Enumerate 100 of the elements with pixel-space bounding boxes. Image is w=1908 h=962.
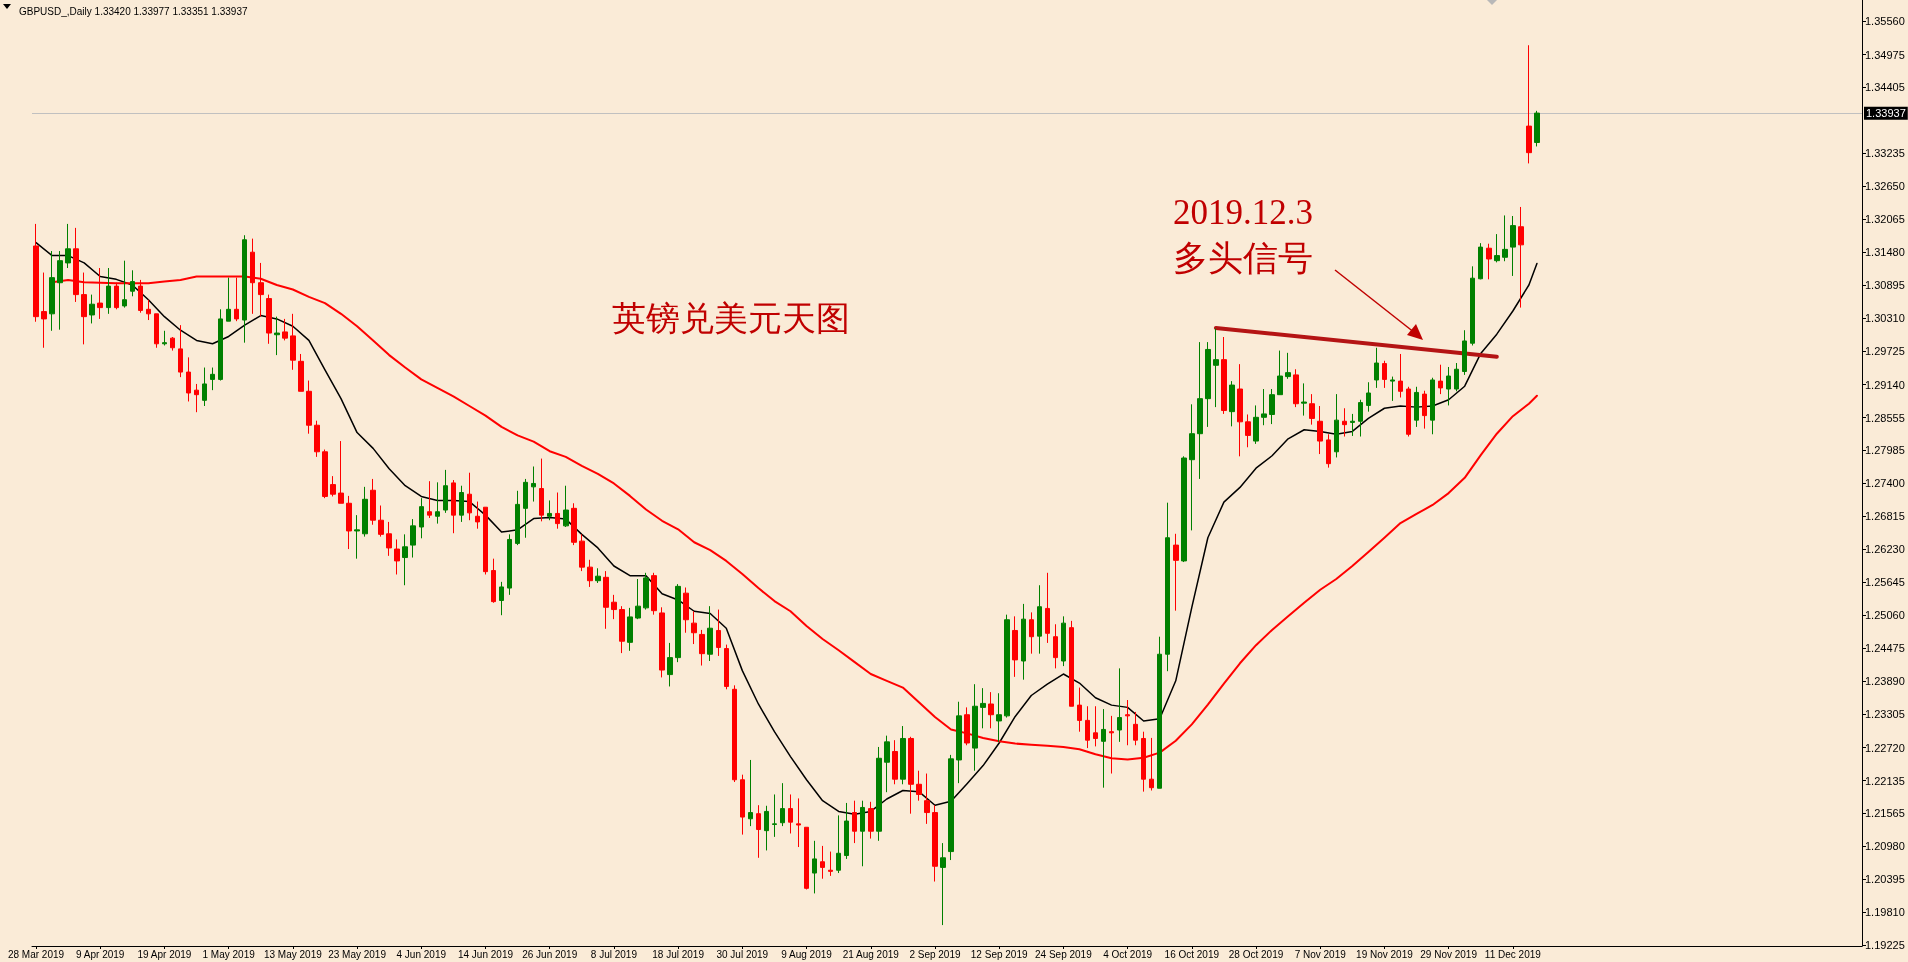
y-tick-label: 1.22135	[1865, 774, 1905, 787]
candlestick	[780, 782, 785, 827]
candlestick	[1125, 699, 1130, 746]
candlestick	[515, 490, 520, 546]
y-tick-label: 1.32650	[1865, 180, 1905, 193]
x-tick-label: 4 Jun 2019	[396, 948, 447, 960]
candlestick	[459, 485, 464, 523]
candlestick	[539, 458, 544, 522]
x-tick-label: 21 Aug 2019	[842, 948, 900, 960]
candlestick	[1366, 381, 1371, 413]
candlestick	[964, 706, 970, 746]
candlestick	[707, 605, 713, 662]
candlestick	[1446, 366, 1451, 406]
y-tick-label: 1.19225	[1865, 939, 1905, 952]
x-tick-label: 12 Sep 2019	[970, 948, 1028, 960]
candlestick	[33, 223, 39, 323]
candlestick	[1414, 386, 1419, 428]
candlestick	[788, 793, 793, 834]
candlestick	[940, 842, 946, 926]
y-tick-label: 1.24475	[1865, 642, 1905, 655]
candlestick	[1245, 413, 1251, 448]
candlestick	[740, 774, 745, 836]
y-tick-label: 1.29140	[1865, 378, 1905, 391]
candlestick	[1382, 360, 1387, 389]
y-tick-label: 1.30310	[1865, 312, 1905, 325]
candlestick	[748, 759, 753, 827]
x-tick-label: 1 May 2019	[202, 948, 256, 960]
candlestick	[1213, 328, 1219, 408]
x-tick-label: 13 May 2019	[263, 948, 323, 960]
candlestick	[884, 735, 890, 793]
x-tick-label: 24 Sep 2019	[1035, 948, 1093, 960]
candlestick	[499, 581, 504, 616]
y-tick-label: 1.26230	[1865, 543, 1905, 556]
candlestick	[667, 642, 673, 687]
candlestick	[836, 814, 841, 874]
candlestick	[651, 572, 657, 616]
candlestick	[154, 313, 159, 349]
candlestick	[531, 466, 536, 503]
candlestick	[1406, 386, 1411, 438]
candlestick	[908, 736, 914, 815]
candlestick	[1309, 393, 1315, 426]
candlestick	[571, 502, 577, 546]
candlestick	[1486, 243, 1492, 280]
candlestick	[49, 250, 55, 332]
candlestick	[290, 313, 296, 371]
candlestick	[900, 725, 906, 785]
candlestick	[635, 578, 641, 620]
y-tick-label: 1.28555	[1865, 411, 1905, 424]
candlestick	[1237, 363, 1243, 457]
candlestick	[1478, 242, 1483, 280]
y-tick-label: 1.20395	[1865, 872, 1905, 885]
y-tick-label: 1.20980	[1865, 839, 1905, 852]
x-tick-label: 9 Apr 2019	[76, 948, 125, 960]
y-tick-label: 1.23305	[1865, 708, 1905, 721]
y-tick-label: 1.34405	[1865, 80, 1905, 93]
candlestick	[579, 533, 585, 572]
candlestick	[266, 294, 272, 345]
x-tick-label: 18 Jul 2019	[652, 948, 705, 960]
candlestick	[724, 644, 729, 690]
candlestick	[1462, 329, 1467, 376]
candlestick	[860, 800, 865, 867]
candlestick	[1053, 623, 1058, 669]
candlestick	[1012, 615, 1018, 678]
candlestick	[1085, 705, 1090, 749]
x-tick-label: 23 May 2019	[328, 948, 387, 960]
candlestick	[1157, 636, 1162, 789]
ref-line-label: 1.33937	[1866, 107, 1906, 120]
candlestick	[306, 380, 312, 435]
candlestick	[314, 420, 320, 458]
candlestick	[988, 691, 994, 729]
candlestick	[595, 567, 601, 584]
candlestick	[1069, 620, 1074, 707]
candlestick	[1502, 214, 1508, 262]
candlestick	[1205, 341, 1211, 428]
candlestick	[330, 475, 336, 497]
candlestick	[828, 851, 833, 877]
candlestick	[1061, 615, 1066, 667]
candlestick	[65, 223, 71, 269]
y-tick-label: 1.23890	[1865, 675, 1905, 688]
candlestick	[57, 250, 63, 331]
candlestick	[210, 367, 215, 391]
candlestick	[146, 299, 151, 321]
candlestick	[844, 802, 849, 860]
y-tick-label: 1.34975	[1865, 48, 1905, 61]
candlestick	[804, 826, 809, 890]
candlestick	[475, 501, 480, 530]
candlestick	[916, 770, 922, 802]
candlestick	[1398, 353, 1403, 399]
candlestick	[1374, 347, 1379, 389]
candlestick	[491, 558, 496, 604]
candlestick	[1077, 687, 1082, 733]
candlestick	[274, 316, 280, 356]
candlestick	[1189, 403, 1195, 531]
x-tick-label: 4 Oct 2019	[1103, 948, 1153, 960]
candlestick	[410, 518, 416, 559]
candlestick	[1165, 502, 1170, 672]
candlestick	[980, 687, 986, 729]
y-tick-label: 1.31480	[1865, 246, 1905, 259]
candlestick	[162, 330, 167, 346]
x-tick-label: 29 Nov 2019	[1420, 948, 1478, 960]
